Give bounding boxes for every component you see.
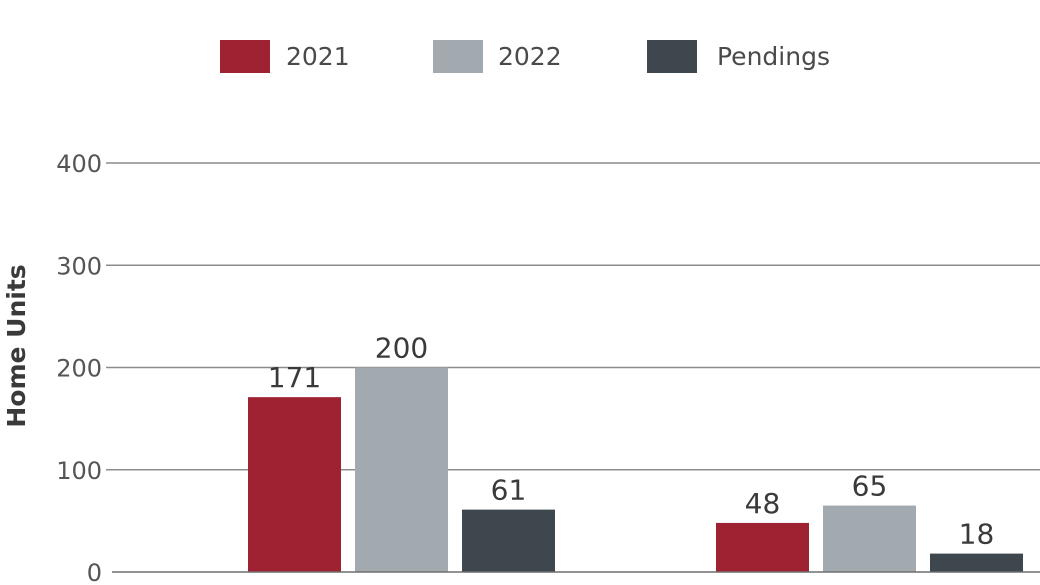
legend-swatch-2021 <box>220 40 270 73</box>
bar-2021-group-1 <box>248 397 341 572</box>
data-label-2021-group-1: 171 <box>268 361 321 394</box>
data-label-pendings-group-2: 18 <box>959 518 995 551</box>
bar-pendings-group-1 <box>462 509 555 572</box>
y-tick-label-300: 300 <box>56 252 102 280</box>
bars <box>248 367 1023 572</box>
data-label-2022-group-2: 65 <box>852 470 888 503</box>
bar-pendings-group-2 <box>930 553 1023 572</box>
legend-label-2021: 2021 <box>286 42 350 71</box>
legend-swatch-2022 <box>433 40 483 73</box>
y-tick-label-400: 400 <box>56 150 102 178</box>
bar-2022-group-1 <box>355 367 448 572</box>
data-labels: 171 48 200 65 61 18 <box>268 332 995 551</box>
legend-label-2022: 2022 <box>498 42 562 71</box>
legend-label-pendings: Pendings <box>717 42 830 71</box>
bar-2021-group-2 <box>716 522 809 572</box>
y-tick-label-100: 100 <box>56 457 102 485</box>
data-label-2021-group-2: 48 <box>745 487 781 520</box>
data-label-pendings-group-1: 61 <box>491 474 527 507</box>
y-axis-label: Home Units <box>2 264 31 427</box>
y-tick-label-200: 200 <box>56 355 102 383</box>
legend-swatch-pendings <box>647 40 697 73</box>
y-axis-ticks: 0 100 200 300 400 <box>56 150 102 585</box>
grid <box>106 162 1040 471</box>
bar-2022-group-2 <box>823 505 916 572</box>
y-tick-label-0: 0 <box>87 559 102 585</box>
legend: 2021 2022 Pendings <box>220 40 830 73</box>
data-label-2022-group-1: 200 <box>375 332 428 365</box>
